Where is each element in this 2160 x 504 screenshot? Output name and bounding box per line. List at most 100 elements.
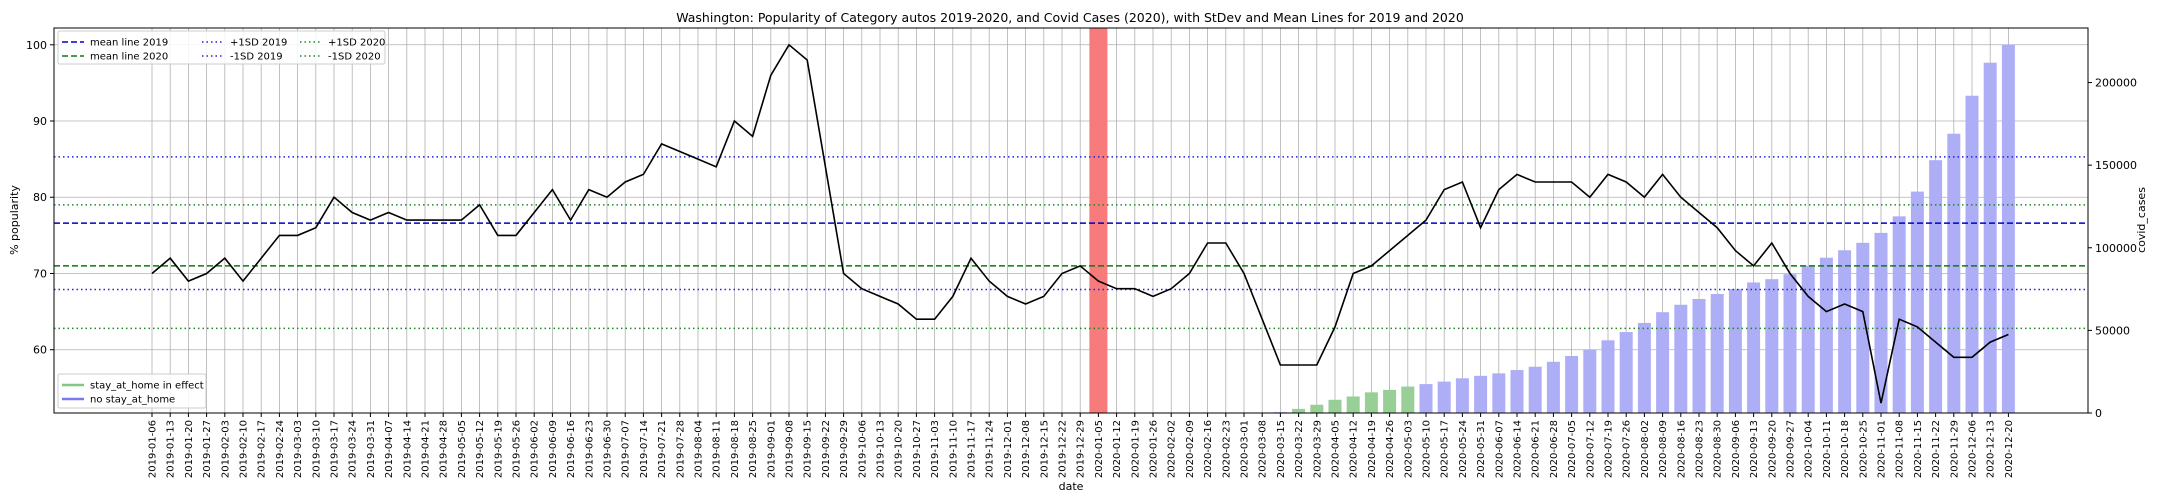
x-tick-label: 2020-11-01 [1877,420,1888,478]
x-tick-label: 2020-09-13 [1749,420,1760,478]
legend-box [57,30,386,65]
covid-bar [1619,332,1633,413]
covid-bar [1819,257,1833,413]
x-tick-label: 2020-05-31 [1476,420,1487,478]
covid-bar [1692,298,1706,413]
x-tick-label: 2019-12-08 [1021,420,1032,478]
covid-bar [1492,373,1506,413]
covid-bar [1656,312,1670,413]
x-tick-label: 2020-12-13 [1986,420,1997,478]
highlight-band [1089,28,1108,413]
x-tick-label: 2019-01-13 [166,420,177,478]
covid-bar [1583,349,1597,413]
x-tick-label: 2019-12-15 [1039,420,1050,478]
legend-label: +1SD 2020 [328,38,385,49]
x-tick-label: 2019-03-03 [293,420,304,478]
covid-bar [1728,289,1742,413]
y-axis-label: % popularity [8,185,21,255]
x-tick-label: 2019-10-13 [876,420,887,478]
covid-bar [1983,62,1997,413]
x-tick-label: 2019-11-17 [967,420,978,478]
covid-bar [1856,242,1870,413]
x-tick-label: 2020-04-26 [1385,420,1396,478]
x-tick-label: 2019-09-08 [785,420,796,478]
grid [54,28,2088,413]
covid-bar [1747,282,1761,413]
x-tick-label: 2019-07-07 [621,420,632,478]
x-tick-label: 2019-07-21 [657,420,668,478]
x-tick-label: 2019-08-04 [694,420,705,478]
covid-bar [1710,294,1724,413]
x-tick-label: 2019-05-26 [512,420,523,478]
x-tick-label: 2019-08-25 [748,420,759,478]
covid-bar [1947,133,1961,413]
x-tick-label: 2020-08-30 [1713,420,1724,478]
y2-axis-ticks: 0 50000 100000 150000 200000 [2088,77,2137,420]
covid-bar [1565,355,1579,413]
x-tick-label: 2019-03-31 [366,420,377,478]
x-tick-label: 2019-06-30 [603,420,614,478]
y2-tick-label: 0 [2095,407,2102,420]
legend-label: -1SD 2020 [328,52,381,63]
legend-box [57,373,207,409]
x-tick-label: 2019-09-01 [766,420,777,478]
y2-tick-label: 100000 [2095,242,2137,255]
x-tick-label: 2020-06-07 [1494,420,1505,478]
plot-frame [53,27,2089,414]
covid-bar [1364,392,1378,413]
x-tick-label: 2019-10-06 [857,420,868,478]
x-tick-label: 2020-03-08 [1258,420,1269,478]
x-tick-label: 2020-01-26 [1149,420,1160,478]
x-tick-label: 2019-04-21 [421,420,432,478]
x-tick-label: 2019-12-22 [1058,420,1069,478]
x-tick-label: 2019-04-14 [402,420,413,478]
x-tick-label: 2019-02-24 [275,420,286,478]
covid-bar [1310,404,1324,413]
x-tick-label: 2019-12-29 [1076,420,1087,478]
highlight-band-layer [1089,28,1108,413]
covid-bar [1801,265,1815,413]
y-tick-label: 100 [26,39,47,52]
y-axis-ticks: 60 70 80 90 100 [26,39,54,357]
x-tick-label: 2020-05-03 [1403,420,1414,478]
covid-bar [1528,366,1542,413]
x-tick-label: 2019-09-22 [821,420,832,478]
x-tick-label: 2020-10-11 [1822,420,1833,478]
covid-bar [1765,279,1779,413]
x-tick-label: 2020-11-15 [1913,420,1924,478]
x-tick-label: 2020-01-05 [1094,420,1105,478]
x-tick-label: 2019-05-19 [493,420,504,478]
x-tick-label: 2020-06-21 [1531,420,1542,478]
x-tick-label: 2019-08-18 [730,420,741,478]
x-tick-label: 2020-10-25 [1858,420,1869,478]
x-tick-label: 2020-08-02 [1640,420,1651,478]
y2-axis-label: covid_cases [2135,187,2148,253]
covid-bar [1546,361,1560,413]
x-tick-label: 2019-01-27 [202,420,213,478]
x-tick-label: 2019-05-12 [475,420,486,478]
legend-label: mean line 2020 [90,52,168,63]
x-tick-label: 2019-10-27 [912,420,923,478]
legend-bottom: stay_at_home in effect no stay_at_home [57,373,207,409]
x-tick-label: 2020-05-10 [1422,420,1433,478]
x-tick-label: 2019-03-17 [330,420,341,478]
x-tick-label: 2020-03-22 [1294,420,1305,478]
reference-lines [54,156,2088,330]
y-tick-label: 60 [33,344,47,357]
y-tick-label: 70 [33,267,47,280]
x-tick-label: 2020-07-12 [1585,420,1596,478]
x-tick-label: 2020-07-19 [1604,420,1615,478]
x-tick-label: 2019-05-05 [457,420,468,478]
x-tick-label: 2020-01-19 [1130,420,1141,478]
x-tick-label: 2019-01-20 [184,420,195,478]
x-tick-label: 2020-07-05 [1567,420,1578,478]
x-tick-label: 2020-05-24 [1458,420,1469,478]
y2-tick-label: 150000 [2095,159,2137,172]
y-tick-label: 90 [33,115,47,128]
legend-label: stay_at_home in effect [90,381,204,392]
x-tick-label: 2019-02-03 [220,420,231,478]
popularity-line [151,43,2009,404]
x-tick-label: 2020-10-04 [1804,420,1815,478]
covid-bar [1510,370,1524,413]
